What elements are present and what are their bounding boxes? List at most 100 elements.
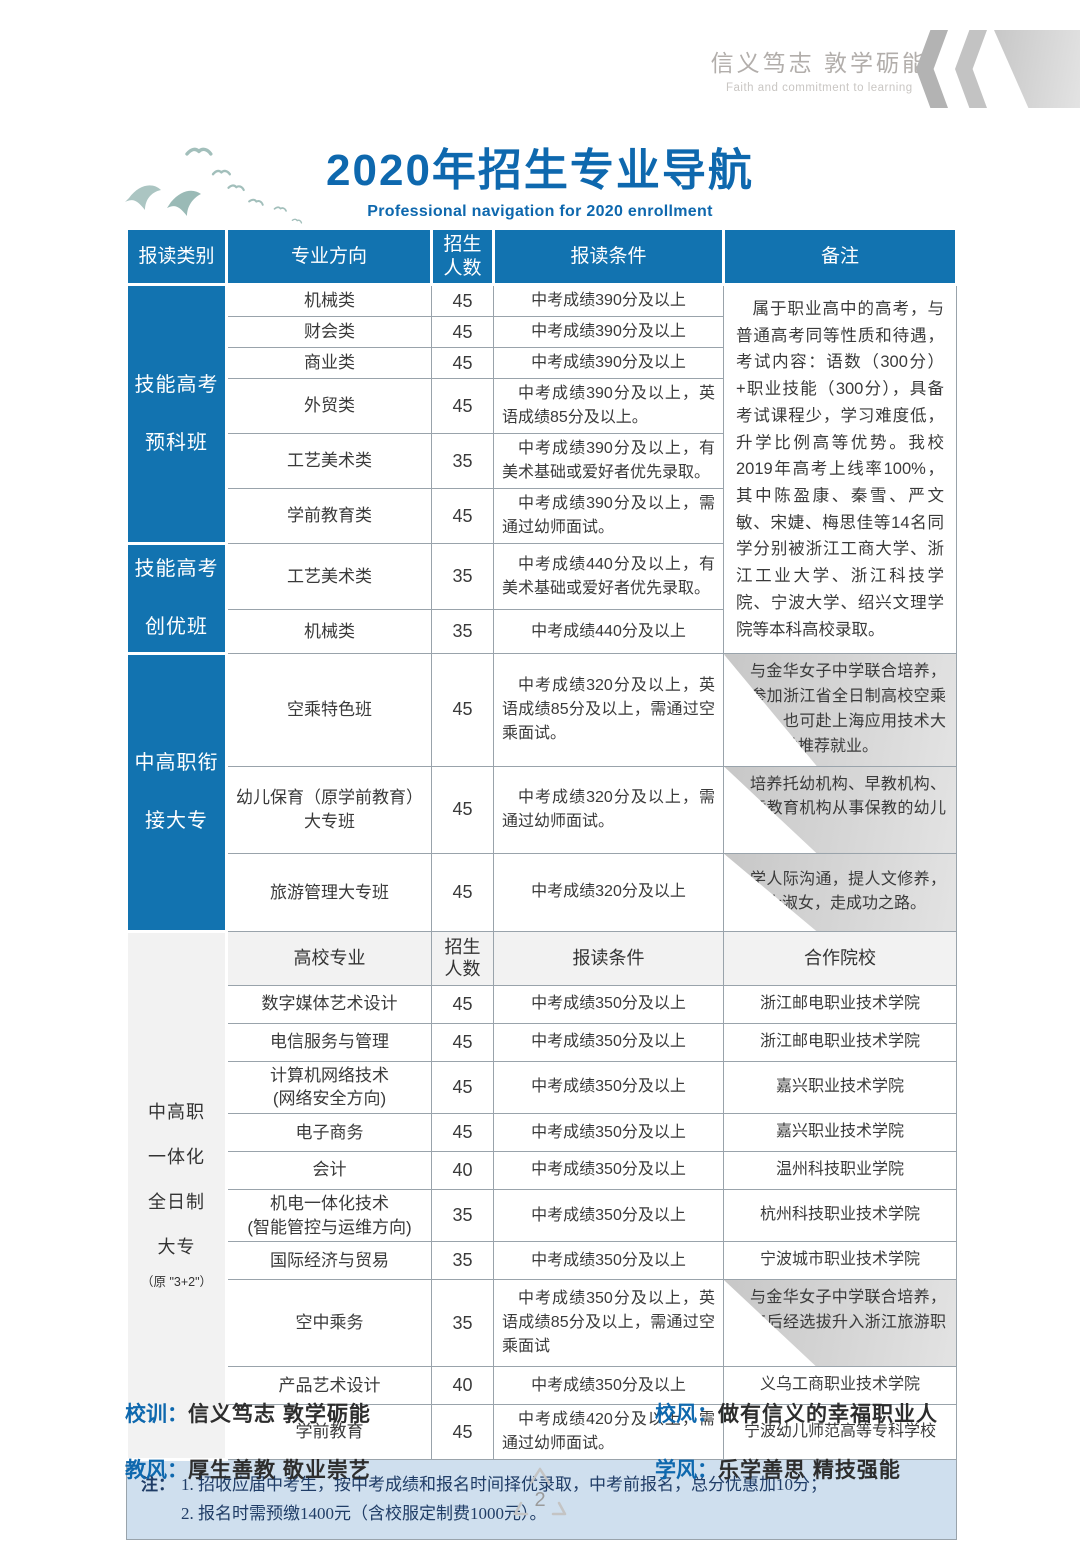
cell-condition: 中考成绩350分及以上 [493,1366,724,1406]
table-row: 技能高考 预科班 机械类 45 中考成绩390分及以上 属于职业高中的高考，与普… [125,283,957,655]
category-cell: 技能高考 创优班 [125,541,228,656]
cell-condition: 中考成绩350分及以上 [493,1022,724,1062]
note-line-1: 1. 招收应届中考生，按中考成绩和报名时间择优录取，中考前报名，总分优惠加10分… [181,1475,827,1495]
note-line-2: 2. 报名时需预缴1400元（含校服定制费1000元）。 [181,1504,547,1524]
cell-count: 45 [431,765,494,854]
category-label: 中高职 一体化 全日制 大专 [148,1102,205,1258]
cell-college: 宁波幼儿师范高等专科学校 [723,1404,957,1461]
cell-college: 义乌工商职业技术学院 [723,1366,957,1406]
motto-label: 校训： [125,1403,188,1426]
motto-label: 学风： [655,1459,718,1482]
cell-college: 浙江邮电职业技术学院 [723,1022,957,1062]
cell-major: 学前教育类 [226,488,432,544]
motto-value: 做有信义的幸福职业人 [718,1403,938,1426]
subheader-count: 招生 人数 [431,930,494,986]
table-row: 商业类 45 中考成绩390分及以上 [127,347,957,379]
cell-count: 45 [431,378,494,434]
cell-condition: 中考成绩440分及以上 [493,609,724,655]
table-row: 旅游管理大专班 45 中考成绩320分及以上 学人际沟通，提人文修养，育绅士淑女… [127,852,957,932]
chevron-left-icon [955,30,987,108]
cell-major: 商业类 [226,347,432,379]
page-number: 2 [534,1489,545,1511]
cell-condition: 中考成绩390分及以上，有美术基础或爱好者优先录取。 [493,433,724,489]
table-row: 电信服务与管理 45 中考成绩350分及以上 浙江邮电职业技术学院 [127,1022,957,1062]
cell-condition: 中考成绩350分及以上 [493,1113,724,1152]
chevron-left-icon [916,30,948,108]
motto-xiaofeng: 校风： 做有信义的幸福职业人 [655,1398,955,1428]
cell-condition: 中考成绩390分及以上，英语成绩85分及以上。 [493,378,724,434]
cell-major: 空中乘务 [226,1279,432,1368]
cell-major: 机械类 [226,284,432,317]
table-row: 中高职衔 接大专 空乘特色班 45 中考成绩320分及以上，英语成绩85分及以上… [125,652,957,933]
motto-jiaofeng: 教风： 厚生善教 敬业崇艺 [125,1454,655,1484]
cell-count: 45 [431,316,494,348]
cell-college: 嘉兴职业技术学院 [723,1060,957,1115]
cell-count: 35 [431,609,494,655]
cell-major: 工艺美术类 [226,542,432,611]
cell-college: 温州科技职业学院 [723,1150,957,1190]
cell-count: 35 [431,1241,494,1281]
motto-value: 厚生善教 敬业崇艺 [188,1459,371,1482]
category-cell: 中高职衔 接大专 [125,652,228,933]
notes-label: 注： [141,1475,175,1495]
cell-count: 35 [431,433,494,489]
table-row: 学前教育 45 中考成绩420分及以上，需通过幼师面试。 宁波幼儿师范高等专科学… [127,1404,957,1461]
table-row: 会计 40 中考成绩350分及以上 温州科技职业学院 [127,1150,957,1190]
cell-count: 45 [431,1022,494,1062]
cell-college: 嘉兴职业技术学院 [723,1113,957,1152]
cell-condition: 中考成绩320分及以上 [493,852,724,932]
cell-count: 45 [431,488,494,544]
table-subheader-row: 中高职 一体化 全日制 大专 （原 "3+2"） 高校专业 招生 人数 报读条件… [125,929,957,1462]
motto-xuefeng: 学风： 乐学善思 精技强能 [655,1454,955,1484]
cell-major: 机电一体化技术 (智能管控与运维方向) [226,1188,432,1243]
motto-label: 校风： [655,1403,718,1426]
cell-condition: 中考成绩350分及以上 [493,1188,724,1243]
header-condition: 报读条件 [492,227,725,286]
cell-count: 35 [431,1279,494,1368]
table-row: 幼儿保育（原学前教育） 大专班 45 中考成绩320分及以上，需通过幼师面试。 … [127,765,957,854]
cell-college: 与金华女子中学联合培养，三年后经选拔升入浙江旅游职业学院。 [723,1279,957,1367]
header-count: 招生 人数 [430,227,495,286]
table-row: 数字媒体艺术设计 45 中考成绩350分及以上 浙江邮电职业技术学院 [127,984,957,1024]
page-title-block: 2020年招生专业导航 Professional navigation for … [0,134,1080,221]
cell-remark: 与金华女子中学联合培养，可参加浙江省全日制高校空乘高考，也可赴上海应用技术大学深… [723,653,957,767]
cell-count: 45 [431,347,494,379]
cell-major: 会计 [226,1150,432,1190]
cell-condition: 中考成绩350分及以上，英语成绩85分及以上，需通过空乘面试 [493,1279,724,1368]
table-row: 计算机网络技术 (网络安全方向) 45 中考成绩350分及以上 嘉兴职业技术学院 [127,1060,957,1115]
cell-count: 45 [431,852,494,932]
enrollment-table: 报读类别 专业方向 招生 人数 报读条件 备注 技能高考 预科班 机械类 45 … [125,227,958,1541]
cell-major: 空乘特色班 [226,653,432,767]
cell-condition: 中考成绩350分及以上 [493,1241,724,1281]
cell-major: 机械类 [226,609,432,655]
cell-condition: 中考成绩390分及以上，需通过幼师面试。 [493,488,724,544]
cell-count: 45 [431,1060,494,1115]
cell-count: 45 [431,1404,494,1461]
cell-college: 杭州科技职业技术学院 [723,1188,957,1243]
cell-major: 工艺美术类 [226,433,432,489]
header-major: 专业方向 [225,227,433,286]
header-remark: 备注 [722,227,958,286]
cell-major: 财会类 [226,316,432,348]
cell-condition: 中考成绩320分及以上，需通过幼师面试。 [493,765,724,854]
page-subtitle: Professional navigation for 2020 enrollm… [367,203,713,220]
cell-major: 计算机网络技术 (网络安全方向) [226,1060,432,1115]
cell-count: 45 [431,284,494,317]
table-row: 产品艺术设计 40 中考成绩350分及以上 义乌工商职业技术学院 [127,1366,957,1406]
cell-major: 幼儿保育（原学前教育） 大专班 [226,765,432,854]
cell-condition: 中考成绩350分及以上 [493,984,724,1024]
cell-condition: 中考成绩350分及以上 [493,1060,724,1115]
table-header-row: 报读类别 专业方向 招生 人数 报读条件 备注 [125,227,958,286]
page-number-block: 2 [0,1462,1080,1524]
parallelogram-decoration [994,30,1080,108]
cell-remark: 属于职业高中的高考，与普通高考同等性质和待遇，考试内容：语数（300分）+职业技… [723,283,957,655]
cell-count: 40 [431,1150,494,1190]
cell-condition: 中考成绩390分及以上 [493,284,724,317]
cell-count: 45 [431,984,494,1024]
category-cell: 中高职 一体化 全日制 大专 （原 "3+2"） [125,929,228,1462]
cell-major: 电子商务 [226,1113,432,1152]
table-row: 机电一体化技术 (智能管控与运维方向) 35 中考成绩350分及以上 杭州科技职… [127,1188,957,1243]
table-row: 技能高考 创优班 工艺美术类 35 中考成绩440分及以上，有美术基础或爱好者优… [125,541,957,656]
table-row: 电子商务 45 中考成绩350分及以上 嘉兴职业技术学院 [127,1113,957,1152]
motto-label: 教风： [125,1459,188,1482]
